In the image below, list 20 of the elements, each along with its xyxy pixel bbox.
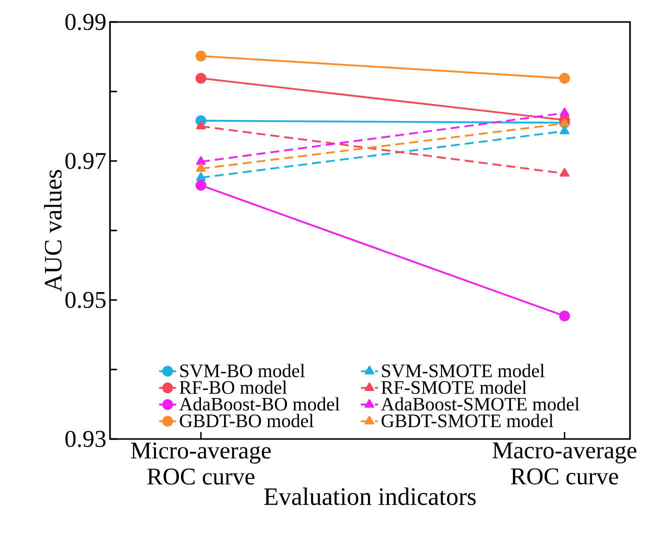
x-tick-label: Macro-average ROC curve <box>492 442 636 484</box>
y-axis-title: AUC values <box>44 170 62 292</box>
legend-label: RF-BO model <box>180 380 287 394</box>
y-tick-label: 0.93 <box>65 430 106 448</box>
legend-label: AdaBoost-BO model <box>179 397 340 411</box>
legend-label: GBDT-SMOTE model <box>382 414 554 428</box>
legend-label: SVM-BO model <box>180 364 305 378</box>
y-tick-label: 0.97 <box>65 152 106 170</box>
y-tick-label: 0.95 <box>65 292 106 308</box>
legend-label: SVM-SMOTE model <box>382 364 545 378</box>
point <box>559 72 570 84</box>
x-axis-title: Evaluation indicators <box>264 487 476 506</box>
legend-label: RF-SMOTE model <box>381 380 527 394</box>
point <box>196 50 206 62</box>
point <box>196 180 206 191</box>
legend-label: GBDT-BO model <box>180 414 314 428</box>
point <box>196 72 206 84</box>
y-tick-label: 0.99 <box>65 14 106 30</box>
legend-label: AdaBoost-SMOTE model <box>380 397 580 411</box>
x-tick-label: Micro-average ROC curve <box>130 442 271 485</box>
